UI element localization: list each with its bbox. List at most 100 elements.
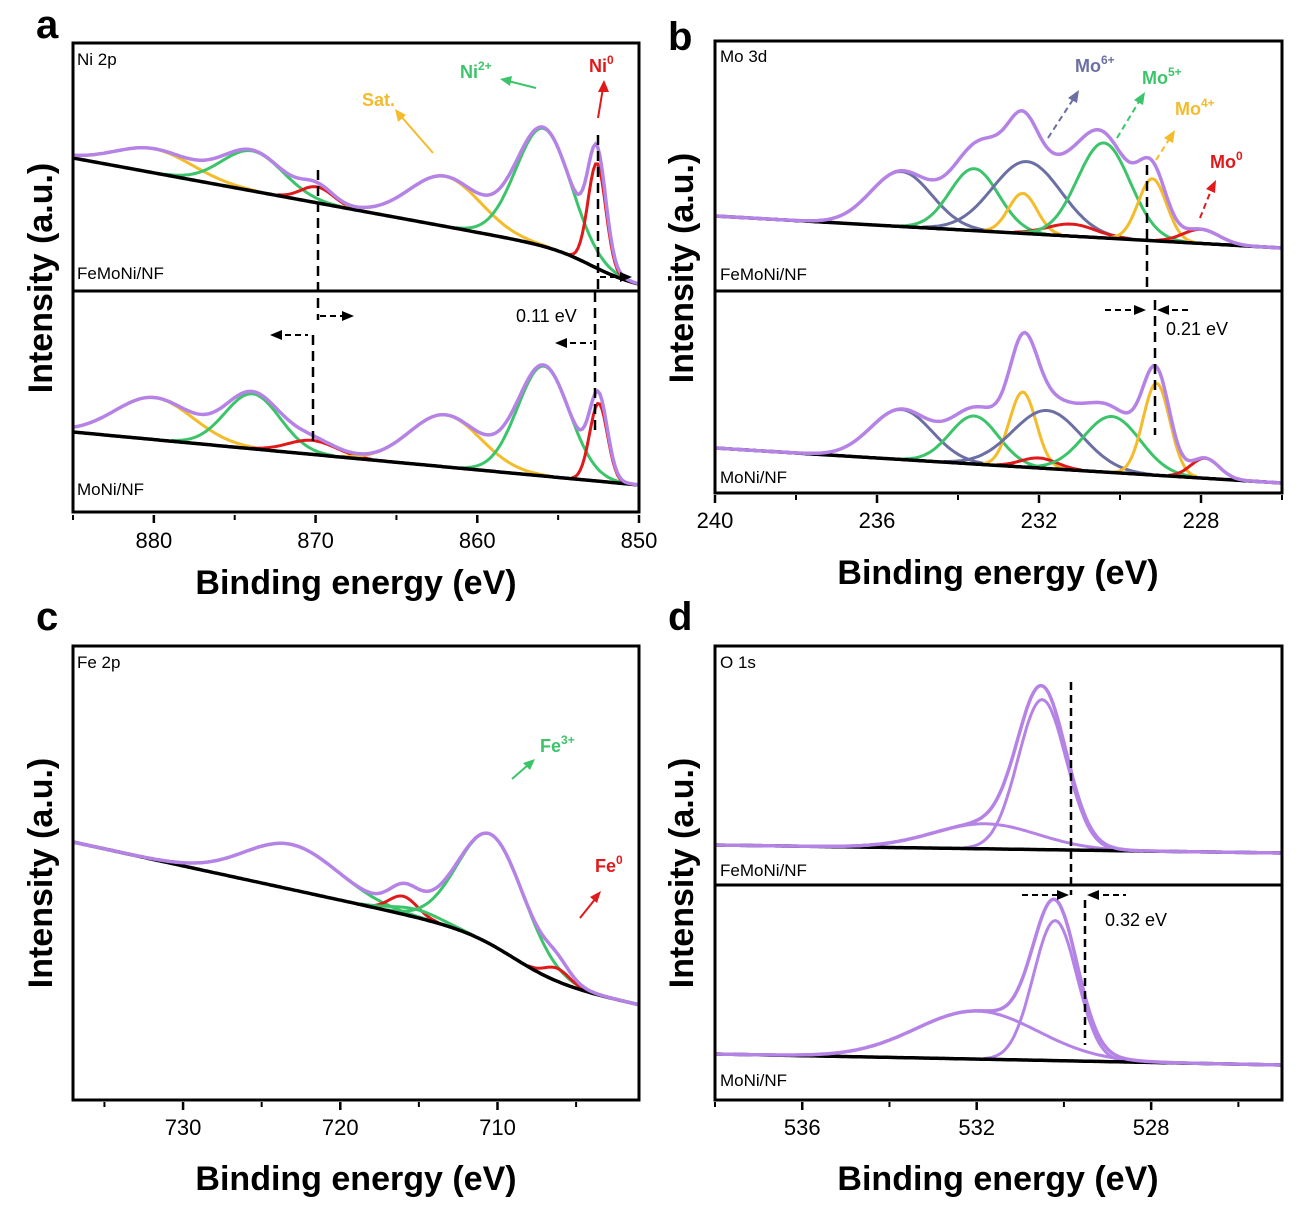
panel-b: b Mo 3d FeMoNi/NF MoNi/NF 0.21 eV Mo6+ M… bbox=[663, 15, 1284, 592]
panel-d-shift-heads bbox=[1057, 890, 1099, 900]
svg-text:Fe3+: Fe3+ bbox=[540, 733, 575, 756]
envelope-line-MoNi bbox=[72, 363, 640, 487]
panel-a-shift-label: 0.11 eV bbox=[516, 306, 577, 326]
envelope-line-MoNi bbox=[714, 330, 1283, 485]
panel-a-xlabel: Binding energy (eV) bbox=[195, 564, 516, 602]
panel-b-mo5-text: Mo bbox=[1142, 68, 1168, 88]
panel-d-title: O 1s bbox=[720, 653, 756, 672]
panel-c-fe0-sup: 0 bbox=[616, 853, 623, 867]
panel-a: a Ni 2p FeMoNi/NF MoNi/NF 0.11 eV Ni0 bbox=[22, 3, 657, 602]
x-tick-label: 720 bbox=[322, 1115, 359, 1140]
panel-a-frame bbox=[71, 41, 641, 514]
panel-b-mo0-sup: 0 bbox=[1236, 149, 1243, 163]
x-tick-label: 532 bbox=[958, 1115, 995, 1140]
panel-a-ni2-sup: 2+ bbox=[478, 59, 492, 73]
component-peak-ni2a bbox=[171, 392, 335, 458]
component-peak-mo0a bbox=[996, 456, 1082, 472]
panel-c-curves bbox=[72, 831, 640, 1007]
panel-b-frame bbox=[713, 39, 1284, 495]
panel-a-ni0-text: Ni bbox=[589, 56, 607, 76]
x-tick-label: 880 bbox=[135, 528, 172, 553]
panel-b-label-mo4: Mo4+ bbox=[1155, 96, 1215, 161]
panel-b-top-sample: FeMoNi/NF bbox=[720, 265, 807, 284]
svg-text:Mo0: Mo0 bbox=[1210, 149, 1243, 172]
envelope-line-FeMoNi bbox=[73, 125, 640, 286]
panel-b-curves bbox=[714, 109, 1283, 485]
panel-d-ylabel: Intensity (a.u.) bbox=[663, 758, 701, 988]
panel-d-letter: d bbox=[668, 595, 692, 639]
panel-d-bottom-sample: MoNi/NF bbox=[720, 1071, 787, 1090]
panel-b-ylabel: Intensity (a.u.) bbox=[663, 153, 701, 383]
component-peak-mo6b bbox=[944, 409, 1152, 476]
svg-text:Mo5+: Mo5+ bbox=[1142, 65, 1182, 88]
panel-b-label-mo5: Mo5+ bbox=[1116, 65, 1182, 139]
svg-text:Fe0: Fe0 bbox=[595, 853, 623, 876]
panel-c-fe3-text: Fe bbox=[540, 736, 561, 756]
component-peak-mo5a bbox=[900, 167, 1047, 236]
background-line bbox=[72, 430, 640, 487]
x-tick-label: 228 bbox=[1183, 508, 1220, 533]
panel-b-shift-label: 0.21 eV bbox=[1166, 319, 1228, 339]
panel-b-label-mo0: Mo0 bbox=[1199, 149, 1243, 219]
panel-c-letter: c bbox=[36, 595, 58, 639]
component-peak-ni2b bbox=[460, 364, 627, 485]
component-peak-mo6b bbox=[922, 160, 1132, 241]
envelope-line-MoNi bbox=[715, 897, 1282, 1067]
envelope-line-FeMoNi bbox=[715, 683, 1282, 855]
panel-d-top-sample: FeMoNi/NF bbox=[720, 861, 807, 880]
component-peak-mo5b bbox=[1026, 415, 1198, 479]
panel-a-letter: a bbox=[36, 3, 59, 47]
panel-a-ni2-text: Ni bbox=[460, 62, 478, 82]
panel-a-shift-heads bbox=[270, 272, 632, 348]
component-peak-o-lat bbox=[983, 919, 1128, 1063]
panel-b-label-mo6: Mo6+ bbox=[1047, 53, 1115, 139]
panel-b-letter: b bbox=[668, 15, 692, 59]
panel-a-label-ni0: Ni0 bbox=[589, 53, 614, 119]
panel-b-xlabel: Binding energy (eV) bbox=[837, 554, 1158, 592]
svg-text:Mo4+: Mo4+ bbox=[1175, 96, 1215, 119]
panel-a-label-sat: Sat. bbox=[362, 90, 434, 154]
panel-c-title: Fe 2p bbox=[77, 653, 120, 672]
x-tick-label: 730 bbox=[165, 1115, 202, 1140]
panel-a-curves bbox=[72, 125, 640, 487]
panel-d-xlabel: Binding energy (eV) bbox=[837, 1160, 1158, 1198]
panel-c-label-fe3: Fe3+ bbox=[511, 733, 575, 780]
panel-b-mo4-sup: 4+ bbox=[1201, 96, 1215, 110]
x-tick-label: 528 bbox=[1133, 1115, 1170, 1140]
panel-d-frame bbox=[713, 644, 1284, 1102]
background-line bbox=[72, 840, 640, 1007]
x-tick-label: 860 bbox=[459, 528, 496, 553]
panel-a-ylabel: Intensity (a.u.) bbox=[22, 163, 60, 393]
panel-b-mo4-text: Mo bbox=[1175, 99, 1201, 119]
x-tick-label: 710 bbox=[479, 1115, 516, 1140]
x-tick-label: 240 bbox=[697, 508, 734, 533]
panel-b-bottom-sample: MoNi/NF bbox=[720, 468, 787, 487]
envelope-line-FeMoNi bbox=[714, 109, 1283, 250]
panel-a-label-ni2: Ni2+ bbox=[460, 59, 537, 89]
x-tick-label: 536 bbox=[784, 1115, 821, 1140]
panel-b-mo5-sup: 5+ bbox=[1168, 65, 1182, 79]
x-tick-label: 232 bbox=[1021, 508, 1058, 533]
panel-a-title: Ni 2p bbox=[77, 50, 117, 69]
svg-text:Ni0: Ni0 bbox=[589, 53, 614, 76]
panel-d-shift-label: 0.32 eV bbox=[1105, 910, 1167, 930]
x-tick-label: 850 bbox=[621, 528, 658, 553]
panel-c-xlabel: Binding energy (eV) bbox=[195, 1160, 516, 1198]
panel-c-frame bbox=[71, 644, 641, 1102]
x-tick-label: 236 bbox=[859, 508, 896, 533]
panel-a-top-sample: FeMoNi/NF bbox=[77, 264, 164, 283]
panel-c-label-fe0: Fe0 bbox=[579, 853, 623, 919]
panel-b-title: Mo 3d bbox=[720, 47, 767, 66]
panel-c-fe0-text: Fe bbox=[595, 856, 616, 876]
envelope-line-FeMoNi bbox=[72, 831, 640, 1007]
panel-d-curves bbox=[715, 683, 1282, 1067]
component-peak-o-def bbox=[797, 1009, 1156, 1064]
panel-d: d O 1s FeMoNi/NF MoNi/NF 0.32 eV 536 532 5… bbox=[663, 595, 1284, 1198]
panel-c: c Fe 2p Fe3+ Fe0 730 720 710 Binding energ… bbox=[22, 595, 641, 1198]
component-peak-mo4a bbox=[982, 191, 1063, 237]
panel-b-mo6-sup: 6+ bbox=[1101, 53, 1115, 67]
panel-a-sat-text: Sat. bbox=[362, 90, 395, 110]
panel-b-ticks: 240 236 232 228 bbox=[697, 495, 1283, 533]
panel-b-mo0-text: Mo bbox=[1210, 152, 1236, 172]
